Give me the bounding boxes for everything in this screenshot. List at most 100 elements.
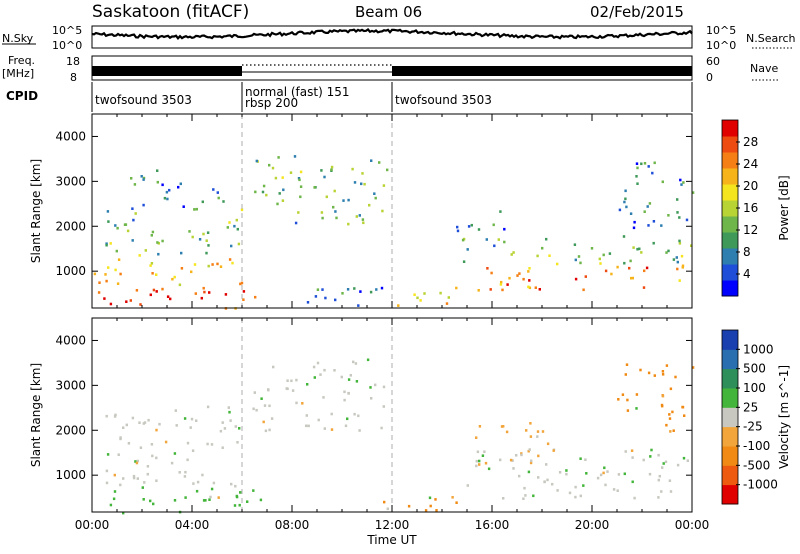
cpid-label: CPID <box>6 89 38 103</box>
y-tick-label: 3000 <box>55 174 86 188</box>
colorbar-tick-label: 1000 <box>743 342 774 356</box>
y-axis-label: Slant Range [km] <box>29 363 43 467</box>
data-region <box>461 237 693 265</box>
colorbar-tick-label: -100 <box>743 439 770 453</box>
nave-tick-bottom: 0 <box>706 71 713 84</box>
colorbar-swatch <box>722 200 738 217</box>
colorbar-swatch <box>722 484 738 505</box>
nsearch-label: N.Search <box>746 32 796 45</box>
x-tick-label: 00:00 <box>675 518 710 532</box>
nsearch-tick-bottom: 10^0 <box>706 39 736 52</box>
colorbar-swatch <box>722 264 738 281</box>
colorbar-swatch <box>722 426 738 447</box>
data-region <box>397 291 450 307</box>
x-tick-label: 20:00 <box>575 518 610 532</box>
power-panel: 1000 2000 3000 4000 Slant Range [km] <box>29 113 695 310</box>
colorbar-swatch <box>722 330 738 350</box>
colorbar-tick-label: 500 <box>743 362 766 376</box>
y-tick-label: 4000 <box>55 129 86 143</box>
colorbar-tick-label: 25 <box>743 400 758 414</box>
nave-label: Nave <box>750 62 778 75</box>
velocity-panel: 1000 2000 3000 4000 Slant Range [km] 00:00 04:… <box>29 317 710 547</box>
colorbar-tick-label: -25 <box>743 420 763 434</box>
colorbar-swatch <box>722 232 738 249</box>
colorbar-tick-label: 12 <box>743 223 758 237</box>
colorbar-swatch <box>722 388 738 408</box>
data-region <box>383 496 458 512</box>
colorbar-swatch <box>722 407 738 428</box>
nsearch-tick-top: 10^5 <box>706 24 736 37</box>
colorbar-tick-label: 8 <box>743 245 751 259</box>
freq-tick-top: 18 <box>66 55 80 68</box>
y-axis-label: Slant Range [km] <box>29 159 43 263</box>
y-tick-label: 4000 <box>55 333 86 347</box>
data-region <box>456 210 506 233</box>
cpid-segment-label: twofsound 3503 <box>395 93 492 107</box>
colorbars: 4 8 12 16 20 24 28 Power [dB] 1000 500 100 25 -25 -10… <box>721 119 791 505</box>
x-tick-label: 12:00 <box>375 518 410 532</box>
colorbar-tick-label: 4 <box>743 267 751 281</box>
station-title: Saskatoon (fitACF) <box>92 2 249 22</box>
colorbar-swatch <box>722 248 738 265</box>
colorbar-swatch <box>722 216 738 233</box>
data-region <box>109 489 263 515</box>
y-tick-label: 1000 <box>55 468 86 482</box>
x-tick-label: 16:00 <box>475 518 510 532</box>
x-tick-label: 00:00 <box>75 518 110 532</box>
colorbar-swatch <box>722 152 738 169</box>
freq-unit: [MHz] <box>2 67 34 80</box>
colorbar-tick-label: 28 <box>743 135 758 149</box>
data-region <box>130 169 225 211</box>
data-region <box>306 286 384 307</box>
nsky-tick-top: 10^5 <box>52 24 82 37</box>
data-region <box>105 405 241 460</box>
x-tick-label: 04:00 <box>175 518 210 532</box>
data-region <box>105 458 237 491</box>
colorbar-tick-label: -500 <box>743 458 770 472</box>
y-tick-label: 2000 <box>55 219 86 233</box>
y-tick-label: 2000 <box>55 423 86 437</box>
x-tick-label: 08:00 <box>275 518 310 532</box>
freq-tick-bottom: 8 <box>70 71 77 84</box>
colorbar-swatch <box>722 465 738 486</box>
colorbar-swatch <box>722 368 738 389</box>
data-region <box>252 358 386 433</box>
y-tick-label: 1000 <box>55 264 86 278</box>
colorbar-swatch <box>722 280 738 297</box>
data-region <box>254 155 389 226</box>
nsky-tick-bottom: 10^0 <box>52 39 82 52</box>
x-axis-label: Time UT <box>366 533 417 547</box>
colorbar-tick-label: 16 <box>743 201 758 215</box>
freq-panel: Freq. [MHz] 18 8 60 0 Nave <box>2 54 778 84</box>
velocity-colorbar-label: Velocity [m s^-1] <box>777 365 791 469</box>
cpid-segment-label: normal (fast) 151 <box>245 85 349 99</box>
data-region <box>455 262 685 292</box>
colorbar-tick-label: 100 <box>743 381 766 395</box>
nsky-label: N.Sky <box>2 32 34 45</box>
colorbar-swatch <box>722 184 738 201</box>
colorbar-tick-label: 24 <box>743 157 758 171</box>
date-label: 02/Feb/2015 <box>590 3 684 21</box>
data-region <box>93 254 244 287</box>
data-region <box>617 363 695 433</box>
y-tick-label: 3000 <box>55 378 86 392</box>
colorbar-swatch <box>722 120 738 137</box>
colorbar-swatch <box>722 136 738 153</box>
data-region <box>618 161 695 238</box>
data-region <box>466 448 689 500</box>
colorbar-tick-label: -1000 <box>743 478 778 492</box>
noise-trace <box>91 28 693 40</box>
noise-panel: N.Sky 10^5 10^0 10^5 10^0 N.Search <box>2 24 796 52</box>
data-region <box>475 422 555 466</box>
cpid-segment-label: twofsound 3503 <box>95 93 192 107</box>
power-colorbar-label: Power [dB] <box>777 175 791 240</box>
beam-label: Beam 06 <box>355 3 422 21</box>
nave-tick-top: 60 <box>706 55 720 68</box>
cpid-row: CPID twofsound 3503 normal (fast) 151rbsp… <box>6 82 693 112</box>
colorbar-swatch <box>722 446 738 466</box>
data-region <box>105 208 244 256</box>
colorbar-swatch <box>722 349 738 370</box>
colorbar-swatch <box>722 168 738 185</box>
